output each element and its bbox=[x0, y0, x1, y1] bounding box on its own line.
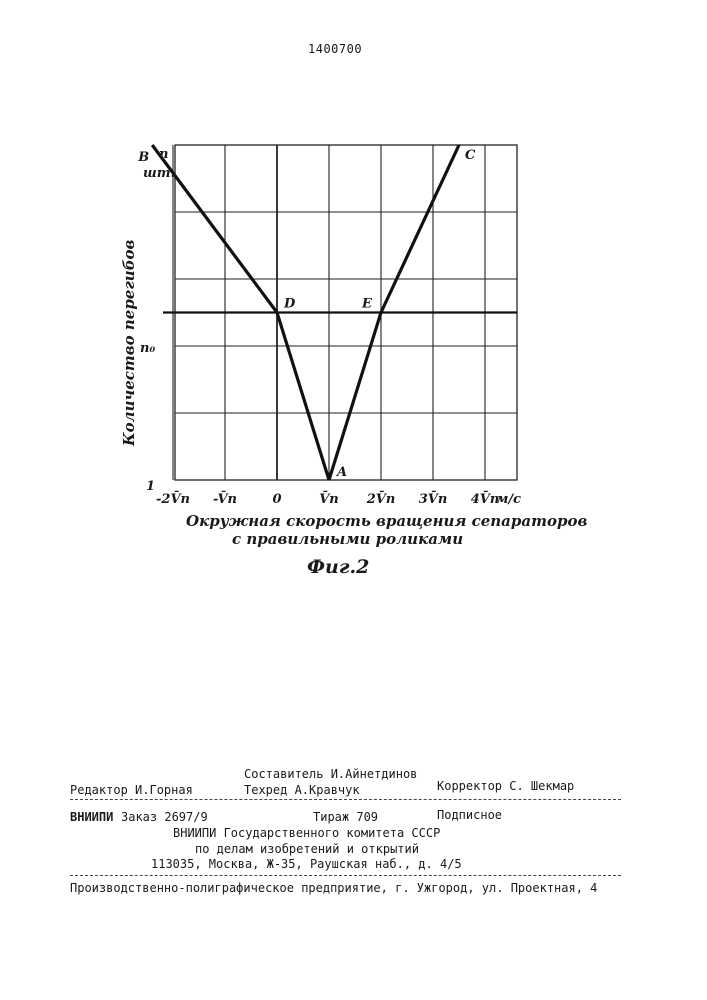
x-tick-label: 4V̄n bbox=[471, 490, 500, 507]
circulation: Тираж 709 bbox=[313, 810, 378, 824]
x-tick-label: -2V̄n bbox=[156, 490, 190, 507]
x-tick-label: V̄n bbox=[319, 490, 339, 507]
point-label-e: E bbox=[361, 297, 373, 312]
y-tick-1: 1 bbox=[146, 479, 155, 494]
vniipi-tag: ВНИИПИ bbox=[70, 810, 113, 824]
chart-x-tick-labels: -2V̄n -V̄n 0 V̄n 2V̄n 3V̄n 4V̄n bbox=[156, 490, 499, 507]
y-axis-label: Количество перегибов bbox=[120, 239, 138, 447]
editor: Редактор И.Горная bbox=[70, 783, 193, 797]
divider-1 bbox=[70, 799, 621, 800]
x-tick-label: 2V̄n bbox=[366, 490, 396, 507]
x-tick-label: -V̄n bbox=[213, 490, 237, 507]
chart-point-labels: A B C D E bbox=[137, 148, 476, 480]
point-label-d: D bbox=[283, 297, 296, 312]
y-unit-bottom: шт. bbox=[143, 166, 175, 181]
chart-grid bbox=[163, 145, 517, 480]
compiler: Составитель И.Айнетдинов bbox=[244, 767, 417, 781]
x-tick-label: 3V̄n bbox=[419, 490, 448, 507]
x-axis-label-line1: Окружная скорость вращения сепараторов bbox=[186, 512, 587, 530]
divider-2 bbox=[70, 875, 621, 876]
bends-vs-speed-chart: A B C D E -2V̄n -V̄n 0 V̄n 2V̄n 3V̄n 4V̄n n шт. n₀… bbox=[0, 0, 707, 600]
subscription: Подписное bbox=[437, 808, 502, 822]
tech-editor: Техред А.Кравчук bbox=[244, 783, 360, 797]
point-label-b: B bbox=[137, 150, 149, 165]
x-tick-label: 0 bbox=[272, 492, 281, 507]
point-label-c: C bbox=[465, 148, 476, 163]
x-unit-label: м/с bbox=[496, 492, 521, 507]
org-line-1: ВНИИПИ Государственного комитета СССР bbox=[173, 826, 440, 840]
address: 113035, Москва, Ж-35, Раушская наб., д. … bbox=[151, 857, 462, 871]
y-tick-n0: n₀ bbox=[140, 341, 155, 356]
printer: Производственно-полиграфическое предприя… bbox=[70, 881, 597, 895]
figure-label: Фиг.2 bbox=[307, 556, 369, 578]
point-label-a: A bbox=[335, 465, 347, 480]
x-axis-label-line2: с правильными роликами bbox=[232, 530, 463, 548]
y-unit-top: n bbox=[159, 147, 168, 162]
org-line-2: по делам изобретений и открытий bbox=[195, 842, 419, 856]
order-number: Заказ 2697/9 bbox=[121, 810, 208, 824]
corrector: Корректор С. Шекмар bbox=[437, 779, 574, 793]
